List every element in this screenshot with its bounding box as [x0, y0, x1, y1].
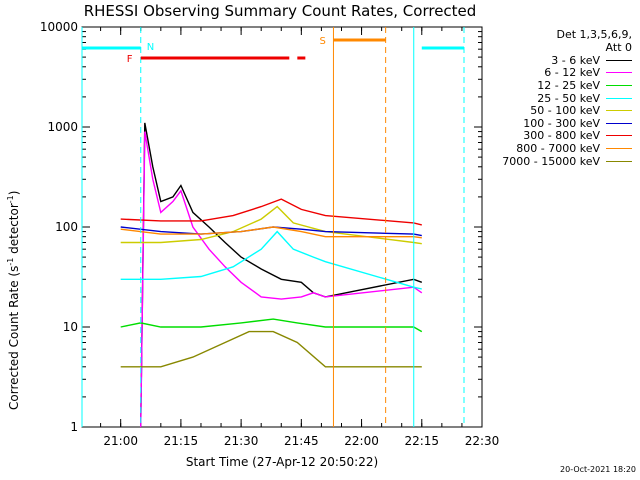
saa-label: S — [319, 36, 325, 47]
y-tick-label: 1000 — [47, 120, 78, 134]
legend-header-line: Att 0 — [605, 41, 632, 54]
legend-item: 800 - 7000 keV — [482, 142, 632, 155]
series-line-800-7000-keV — [120, 226, 422, 239]
x-tick-label: 21:30 — [224, 434, 259, 448]
series-line-6-12-keV — [140, 131, 423, 428]
legend-swatch — [606, 122, 632, 124]
legend-swatch — [606, 97, 632, 99]
x-tick-label: 22:30 — [465, 434, 500, 448]
x-tick-label: 21:15 — [164, 434, 199, 448]
legend-item: 25 - 50 keV — [482, 92, 632, 105]
legend-header-line: Det 1,3,5,6,9, — [556, 28, 632, 41]
legend-swatch — [606, 135, 632, 137]
x-tick-label: 22:15 — [404, 434, 439, 448]
legend-item: 100 - 300 keV — [482, 117, 632, 130]
legend-swatch — [606, 59, 632, 61]
legend-swatch — [606, 147, 632, 149]
legend-item: 50 - 100 keV — [482, 104, 632, 117]
series-line-7000-15000-keV — [120, 330, 422, 368]
legend-item: 300 - 800 keV — [482, 129, 632, 143]
legend-item-label: 6 - 12 keV — [544, 66, 600, 80]
legend-item: 3 - 6 keV — [482, 54, 632, 67]
footer-date: 20-Oct-2021 18:20 — [560, 465, 636, 474]
series-line-300-800-keV — [120, 198, 422, 226]
legend-swatch — [606, 110, 632, 112]
y-axis-label: Corrected Count Rate (s-1 detector-1) — [6, 190, 21, 410]
y-tick-label: 100 — [55, 220, 78, 234]
legend-item-label: 800 - 7000 keV — [516, 141, 600, 155]
y-tick-label: 10 — [63, 320, 78, 334]
legend-item-label: 25 - 50 keV — [537, 91, 600, 105]
legend-swatch — [606, 84, 632, 86]
x-tick-label: 21:45 — [284, 434, 319, 448]
legend-item: 7000 - 15000 keV — [482, 155, 632, 168]
series-line-25-50-keV — [120, 230, 422, 290]
legend-item-label: 3 - 6 keV — [551, 53, 600, 67]
x-axis-label: Start Time (27-Apr-12 20:50:22) — [185, 455, 379, 469]
legend-item-label: 12 - 25 keV — [537, 78, 600, 92]
legend-item-label: 300 - 800 keV — [523, 129, 600, 143]
legend: Det 1,3,5,6,9, Att 0 3 - 6 keV 6 - 12 keV… — [482, 28, 632, 168]
series-line-3-6-keV — [140, 122, 423, 428]
legend-item: 12 - 25 keV — [482, 79, 632, 92]
night-label: N — [147, 42, 154, 53]
y-tick-label: 10000 — [40, 20, 78, 34]
legend-item-label: 7000 - 15000 keV — [502, 154, 600, 168]
x-tick-label: 22:00 — [344, 434, 379, 448]
series-line-12-25-keV — [120, 318, 423, 333]
x-tick-label: 21:00 — [103, 434, 138, 448]
chart-title: RHESSI Observing Summary Count Rates, Co… — [83, 2, 477, 20]
legend-item: 6 - 12 keV — [482, 66, 632, 80]
y-tick-label: 1 — [70, 420, 78, 434]
legend-swatch — [606, 160, 632, 162]
legend-item-label: 50 - 100 keV — [530, 104, 600, 118]
legend-item-label: 100 - 300 keV — [523, 116, 600, 130]
flare-label: F — [127, 54, 133, 65]
legend-swatch — [606, 72, 632, 74]
